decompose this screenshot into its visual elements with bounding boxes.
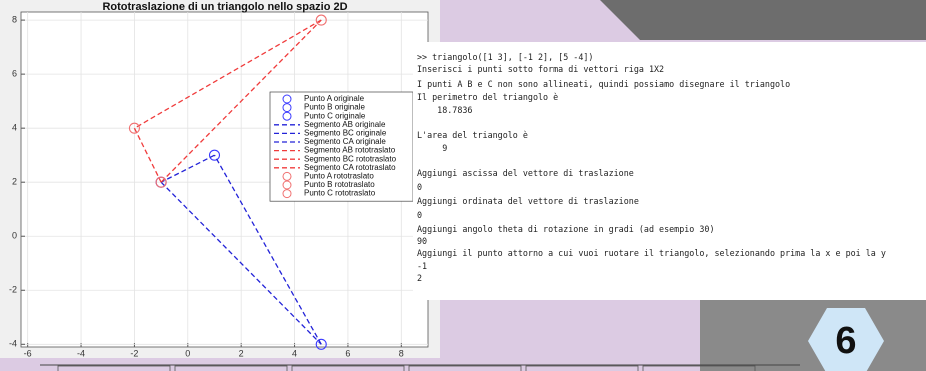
console-line: I punti A B e C non sono allineati, quin… [417,79,790,89]
y-tick-label: -4 [9,339,17,349]
console-line: Aggiungi ascissa del vettore di traslazi… [417,168,634,178]
x-tick-label: 0 [185,348,190,358]
console-line: 18.7836 [417,105,472,115]
console-line: 0 [417,210,422,220]
console-line: -1 [417,261,427,271]
legend-label: Punto C rototraslato [304,189,376,198]
photo-top [600,0,926,40]
x-tick-label: 8 [399,348,404,358]
console-line: Il perimetro del triangolo è [417,92,558,102]
slide: Rototraslazione di un triangolo nello sp… [0,0,926,371]
y-tick-label: 8 [12,14,17,24]
y-tick-label: 4 [12,123,17,133]
console-line: Aggiungi angolo theta di rotazione in gr… [417,224,715,234]
y-tick-label: 0 [12,231,17,241]
toolbar-button[interactable] [526,366,638,371]
y-tick-label: 2 [12,177,17,187]
console-line: Aggiungi ordinata del vettore di traslaz… [417,196,639,206]
x-tick-label: 6 [345,348,350,358]
toolbar-button[interactable] [292,366,404,371]
y-tick-label: 6 [12,69,17,79]
x-tick-label: -6 [24,348,32,358]
console: >> triangolo([1 3], [-1 2], [5 -4]) Inser… [413,42,926,300]
console-line: >> triangolo([1 3], [-1 2], [5 -4]) [417,52,593,62]
console-line: Aggiungi il punto attorno a cui vuoi ruo… [417,248,886,258]
toolbar [58,366,755,371]
x-tick-label: 4 [292,348,297,358]
x-tick-label: -2 [130,348,138,358]
console-line: 0 [417,182,422,192]
console-line: 90 [417,236,427,246]
x-tick-label: -4 [77,348,85,358]
console-line: L'area del triangolo è [417,130,528,140]
console-line: 9 [417,143,447,153]
console-line: Inserisci i punti sotto forma di vettori… [417,64,664,74]
toolbar-button[interactable] [58,366,170,371]
toolbar-button[interactable] [175,366,287,371]
y-tick-label: -2 [9,285,17,295]
toolbar-button[interactable] [409,366,521,371]
console-line: 2 [417,273,422,283]
chart-title: Rototraslazione di un triangolo nello sp… [102,1,347,13]
x-tick-label: 2 [239,348,244,358]
